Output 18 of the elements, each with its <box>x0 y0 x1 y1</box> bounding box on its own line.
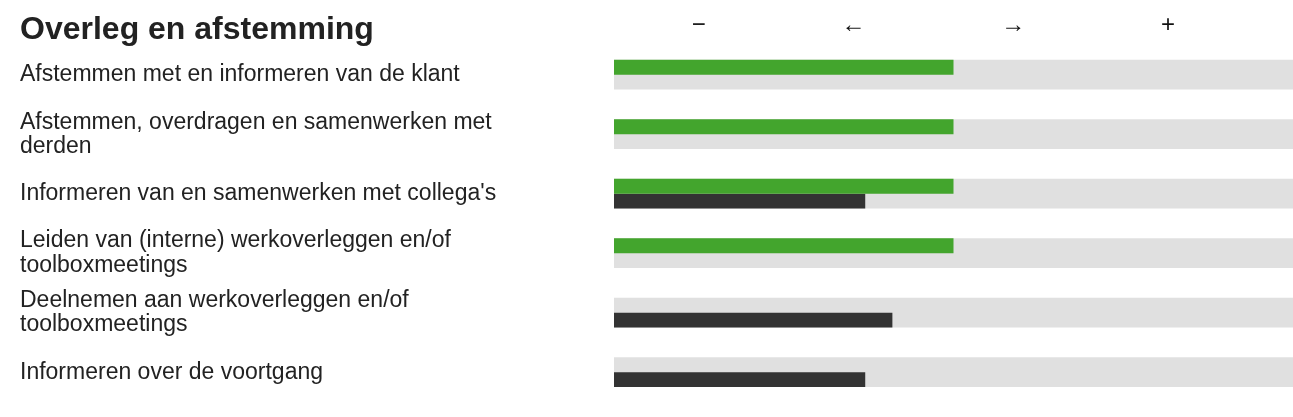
y-tick-label: Leiden van (interne) werkoverleggen en/of toolboxmeetings <box>20 226 452 277</box>
y-tick-label: Informeren van en samenwerken met collega's <box>20 179 497 206</box>
bar <box>614 119 954 135</box>
bar <box>614 312 893 328</box>
bar <box>614 193 866 209</box>
y-tick-label: Deelnemen aan werkoverleggen en/of toolboxmeetings <box>20 285 410 337</box>
text: → <box>1001 10 1026 39</box>
text: − <box>691 10 706 39</box>
text: Overleg en afstemming <box>20 10 374 47</box>
text: + <box>1161 10 1176 39</box>
text: ← <box>841 10 866 39</box>
bar <box>614 238 954 254</box>
y-tick-label: Informeren over de voortgang <box>20 357 324 384</box>
bar <box>614 178 954 194</box>
bar <box>614 59 954 75</box>
y-tick-label: Afstemmen met en informeren van de klant <box>20 60 461 87</box>
y-tick-label: Afstemmen, overdragen en samenwerken met derden <box>20 107 493 158</box>
bar <box>614 372 866 388</box>
